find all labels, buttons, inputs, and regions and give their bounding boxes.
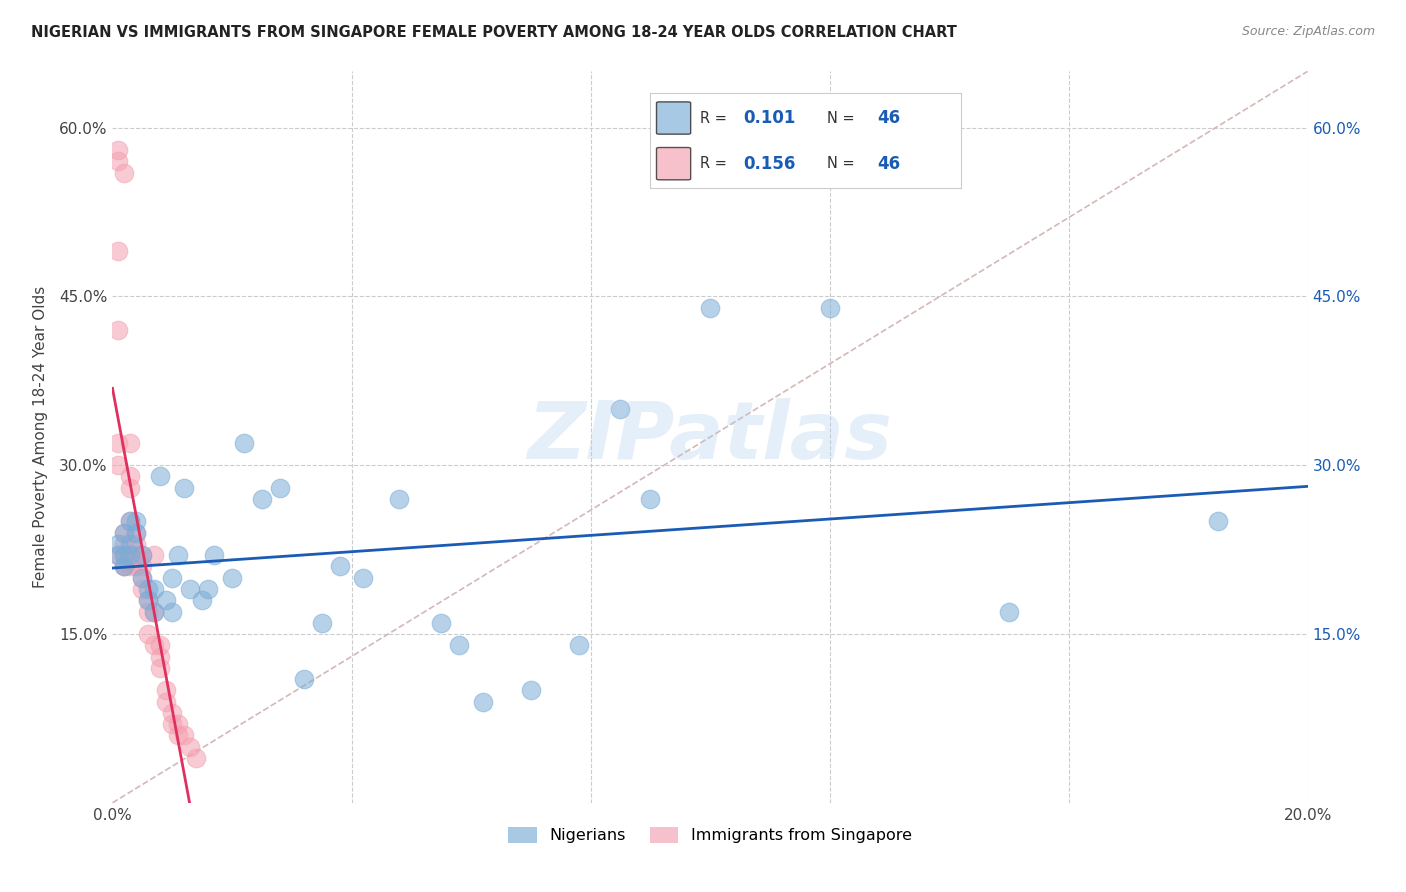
Point: [155, 593, 177, 607]
Point: [114, 166, 135, 180]
Point: [125, 548, 148, 562]
Legend: Nigerians, Immigrants from Singapore: Nigerians, Immigrants from Singapore: [502, 821, 918, 850]
Point: [388, 491, 411, 506]
Point: [149, 649, 172, 664]
Point: [107, 244, 129, 259]
Point: [125, 537, 148, 551]
Point: [120, 481, 142, 495]
Point: [120, 559, 142, 574]
Point: [120, 515, 142, 529]
Point: [114, 548, 135, 562]
Point: [173, 481, 195, 495]
Y-axis label: Female Poverty Among 18-24 Year Olds: Female Poverty Among 18-24 Year Olds: [32, 286, 48, 588]
Point: [1206, 515, 1229, 529]
Point: [131, 548, 153, 562]
Point: [149, 638, 172, 652]
Point: [609, 401, 631, 416]
Point: [138, 582, 160, 596]
Point: [107, 548, 129, 562]
Point: [114, 525, 135, 540]
Point: [162, 717, 183, 731]
Point: [120, 469, 142, 483]
Point: [155, 694, 177, 708]
Point: [162, 605, 183, 619]
Point: [114, 559, 135, 574]
Point: [107, 435, 129, 450]
Point: [131, 548, 153, 562]
Point: [269, 481, 291, 495]
Point: [125, 559, 148, 574]
Point: [353, 571, 375, 585]
Point: [143, 605, 166, 619]
Point: [167, 728, 190, 742]
Point: [143, 605, 166, 619]
Point: [430, 615, 453, 630]
Point: [449, 638, 471, 652]
Point: [221, 571, 243, 585]
Text: ZIPatlas: ZIPatlas: [527, 398, 893, 476]
Point: [120, 537, 142, 551]
Point: [125, 548, 148, 562]
Point: [138, 593, 160, 607]
Point: [818, 301, 841, 315]
Point: [114, 548, 135, 562]
Point: [143, 638, 166, 652]
Text: NIGERIAN VS IMMIGRANTS FROM SINGAPORE FEMALE POVERTY AMONG 18-24 YEAR OLDS CORRE: NIGERIAN VS IMMIGRANTS FROM SINGAPORE FE…: [31, 25, 957, 40]
Point: [114, 559, 135, 574]
Point: [179, 739, 201, 754]
Point: [155, 683, 177, 698]
Point: [131, 559, 153, 574]
Point: [520, 683, 543, 698]
Point: [167, 717, 190, 731]
Point: [292, 672, 315, 686]
Point: [149, 661, 172, 675]
Point: [125, 525, 148, 540]
Point: [311, 615, 333, 630]
Point: [125, 515, 148, 529]
Point: [202, 548, 225, 562]
Point: [131, 571, 153, 585]
Point: [138, 605, 160, 619]
Point: [120, 548, 142, 562]
Point: [107, 537, 129, 551]
Point: [107, 323, 129, 337]
Point: [472, 694, 495, 708]
Point: [114, 537, 135, 551]
Point: [250, 491, 273, 506]
Point: [186, 751, 208, 765]
Point: [138, 627, 160, 641]
Point: [107, 143, 129, 157]
Point: [125, 525, 148, 540]
Point: [167, 548, 190, 562]
Point: [107, 458, 129, 473]
Point: [120, 515, 142, 529]
Point: [191, 593, 214, 607]
Point: [120, 548, 142, 562]
Point: [233, 435, 256, 450]
Point: [162, 706, 183, 720]
Point: [107, 154, 129, 169]
Point: [197, 582, 219, 596]
Point: [143, 582, 166, 596]
Point: [179, 582, 201, 596]
Point: [162, 571, 183, 585]
Point: [998, 605, 1021, 619]
Point: [107, 548, 129, 562]
Text: Source: ZipAtlas.com: Source: ZipAtlas.com: [1241, 25, 1375, 38]
Point: [131, 582, 153, 596]
Point: [131, 571, 153, 585]
Point: [143, 548, 166, 562]
Point: [640, 491, 662, 506]
Point: [568, 638, 591, 652]
Point: [329, 559, 352, 574]
Point: [114, 559, 135, 574]
Point: [149, 469, 172, 483]
Point: [120, 435, 142, 450]
Point: [138, 593, 160, 607]
Point: [114, 525, 135, 540]
Point: [173, 728, 195, 742]
Point: [699, 301, 721, 315]
